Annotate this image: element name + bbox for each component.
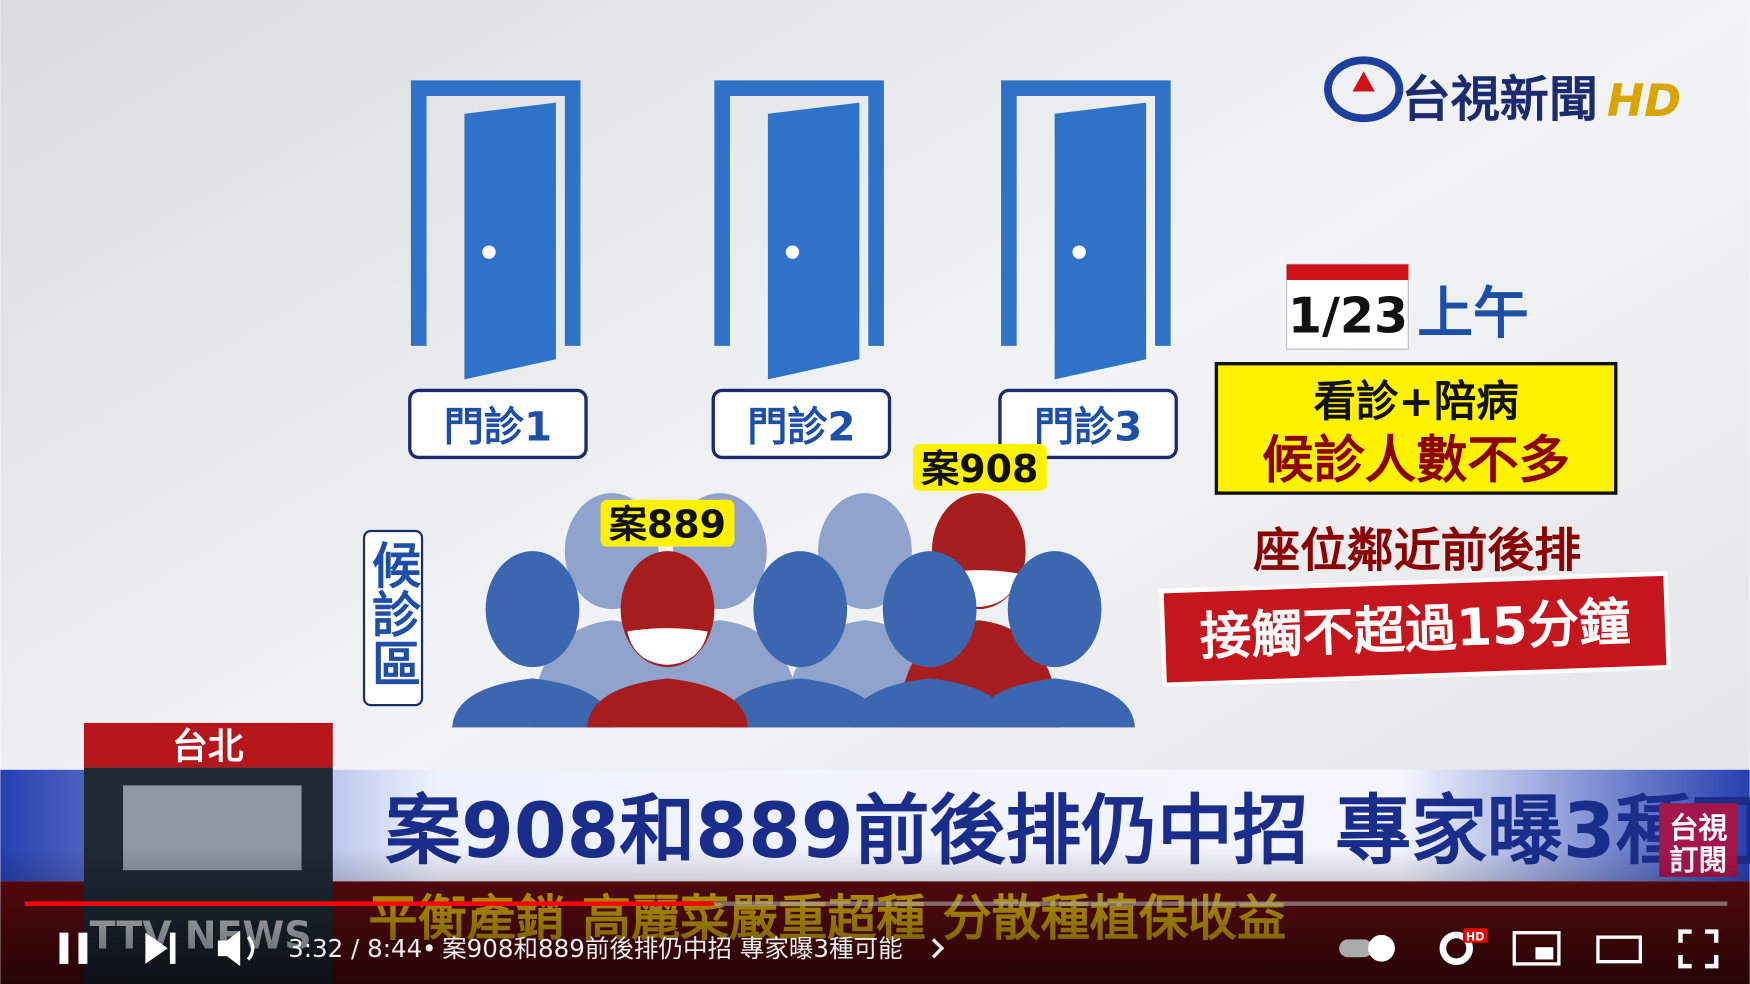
hd-text: HD bbox=[1466, 930, 1485, 943]
door-label-box bbox=[408, 388, 588, 460]
calendar: 1/23 上午 bbox=[1286, 263, 1529, 350]
fullscreen-button[interactable] bbox=[1678, 929, 1719, 969]
person-body bbox=[452, 678, 613, 728]
notice-box bbox=[1214, 362, 1618, 495]
case-label-bg bbox=[600, 499, 735, 547]
person-head bbox=[1007, 551, 1102, 668]
autoplay-toggle[interactable] bbox=[1339, 939, 1373, 958]
door-panel bbox=[767, 102, 860, 380]
person-body bbox=[587, 678, 748, 728]
pause-button[interactable] bbox=[59, 932, 69, 964]
miniplayer-button[interactable] bbox=[1512, 931, 1561, 966]
video-title[interactable]: 案908和889前後排仍中招 專家曝3種可能 bbox=[442, 934, 903, 963]
hd-badge bbox=[1462, 928, 1488, 943]
date-period: 上午 bbox=[1417, 281, 1529, 346]
logo-hd: HD bbox=[1607, 75, 1681, 127]
case-right: 案908 bbox=[921, 447, 1038, 491]
door-knob bbox=[482, 245, 496, 259]
date-day: 1/23 bbox=[1288, 286, 1408, 344]
contact-text: 接觸不超過15分鐘 bbox=[1199, 593, 1631, 668]
door-panel bbox=[1054, 102, 1147, 380]
subscribe-1: 台視 bbox=[1669, 811, 1727, 845]
door-label-box bbox=[711, 388, 892, 460]
pause-button[interactable] bbox=[78, 932, 88, 964]
door-panel bbox=[464, 102, 556, 380]
progress-played bbox=[24, 901, 715, 906]
person-body bbox=[974, 678, 1135, 728]
case-left: 案889 bbox=[609, 503, 726, 547]
person-head bbox=[485, 551, 580, 668]
door-label: 門診2 bbox=[747, 405, 855, 451]
time: 3:32 / 8:44 bbox=[288, 934, 422, 963]
contact-banner: 接觸不超過15分鐘 bbox=[1159, 571, 1671, 688]
player-shade bbox=[0, 847, 1750, 984]
person-head bbox=[818, 493, 912, 610]
person-head bbox=[753, 551, 848, 668]
location-box bbox=[84, 722, 333, 768]
person-mask bbox=[627, 628, 708, 665]
next-button[interactable] bbox=[145, 932, 176, 964]
notice-line1: 看診+陪病 bbox=[1314, 377, 1519, 426]
settings-button[interactable] bbox=[1439, 931, 1473, 966]
door-label: 門診1 bbox=[444, 405, 552, 451]
case-label-bg bbox=[912, 444, 1047, 491]
door-knob bbox=[1072, 245, 1086, 259]
door-label-box bbox=[998, 388, 1178, 460]
notice-line2: 候診人數不多 bbox=[1262, 430, 1570, 490]
autoplay-knob[interactable] bbox=[1368, 934, 1395, 962]
door-knob bbox=[785, 245, 800, 259]
logo: 台視新聞 HD bbox=[1324, 56, 1681, 128]
theater-button[interactable] bbox=[1596, 935, 1643, 964]
door-label: 門診3 bbox=[1034, 405, 1142, 451]
person-head bbox=[882, 551, 977, 668]
volume-button[interactable] bbox=[217, 930, 241, 967]
waiting-box bbox=[362, 529, 424, 707]
logo-text: 台視新聞 bbox=[1402, 70, 1598, 128]
progress-track bbox=[24, 901, 1728, 906]
seats-text: 座位鄰近前後排 bbox=[1253, 525, 1581, 579]
waiting-area: 候診區 bbox=[364, 540, 422, 687]
separator: • bbox=[422, 934, 436, 963]
location: 台北 bbox=[172, 727, 244, 768]
chapter-arrow[interactable] bbox=[931, 938, 945, 959]
person-body bbox=[719, 678, 881, 728]
person-body bbox=[849, 678, 1010, 728]
controls bbox=[59, 929, 1719, 969]
